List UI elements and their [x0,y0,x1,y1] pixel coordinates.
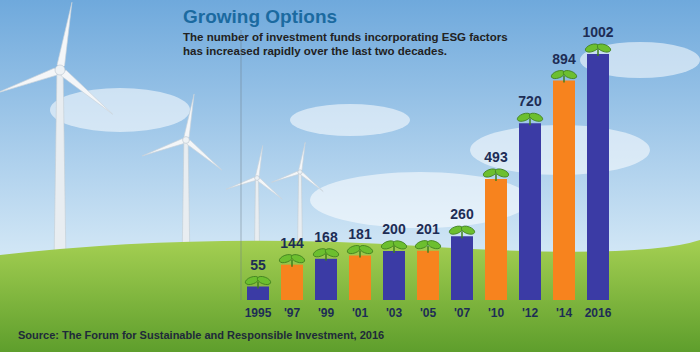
svg-text:181: 181 [348,226,372,242]
svg-text:'12: '12 [522,306,539,320]
svg-text:260: 260 [450,206,474,222]
svg-text:168: 168 [314,229,338,245]
svg-text:'07: '07 [454,306,471,320]
svg-text:55: 55 [250,257,266,273]
svg-text:'01: '01 [352,306,369,320]
svg-text:'03: '03 [386,306,403,320]
svg-text:894: 894 [552,51,576,67]
html-text:The number of investment funds: The number of investment funds incorpora… [183,31,508,57]
svg-text:2016: 2016 [585,306,612,320]
svg-text:'99: '99 [318,306,335,320]
svg-text:493: 493 [484,149,508,165]
svg-text:1002: 1002 [582,24,613,40]
svg-text:720: 720 [518,93,542,109]
svg-text:'97: '97 [284,306,301,320]
svg-text:201: 201 [416,221,440,237]
html-text:Growing Options: Growing Options [183,6,338,27]
svg-text:200: 200 [382,221,406,237]
svg-text:144: 144 [280,235,304,251]
svg-text:1995: 1995 [245,306,272,320]
html-text:Source: The Forum for Sustaina: Source: The Forum for Sustainable and Re… [18,329,385,341]
svg-text:'10: '10 [488,306,505,320]
svg-text:'14: '14 [556,306,573,320]
svg-text:'05: '05 [420,306,437,320]
